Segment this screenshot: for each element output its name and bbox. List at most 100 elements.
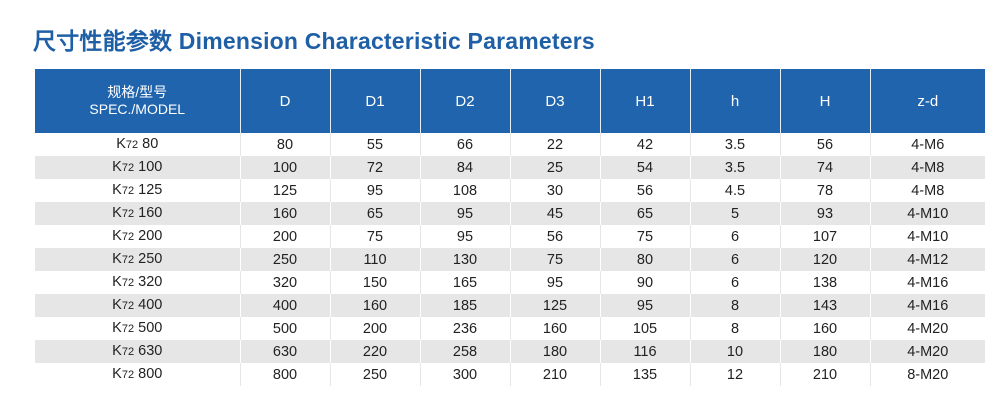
model-prefix: K	[112, 251, 122, 267]
cell-h1: 95	[599, 294, 690, 317]
model-number: 100	[138, 159, 163, 175]
cell-d2: 300	[419, 363, 510, 386]
model-cell: K72 80	[35, 133, 240, 156]
cell-d1: 150	[329, 271, 420, 294]
header-h: H	[779, 69, 870, 133]
model-number: 320	[138, 274, 163, 290]
cell-h-small: 6	[689, 271, 780, 294]
model-subscript: 72	[121, 208, 135, 220]
model-cell: K72 800	[35, 363, 240, 386]
cell-h: 143	[779, 294, 870, 317]
cell-h: 56	[779, 133, 870, 156]
model-cell: K72 400	[35, 294, 240, 317]
cell-h: 93	[779, 202, 870, 225]
cell-d3: 30	[509, 179, 600, 202]
model-cell: K72 630	[35, 340, 240, 363]
cell-d: 100	[239, 156, 330, 179]
cell-d: 125	[239, 179, 330, 202]
cell-h-small: 6	[689, 225, 780, 248]
cell-d3: 160	[509, 317, 600, 340]
table-row: K72 250 250 110 130 75 80 6 120 4-M12	[35, 248, 985, 271]
cell-d1: 95	[329, 179, 420, 202]
table-row: K72 125 125 95 108 30 56 4.5 78 4-M8	[35, 179, 985, 202]
cell-d3: 180	[509, 340, 600, 363]
table-row: K72 500 500 200 236 160 105 8 160 4-M20	[35, 317, 985, 340]
cell-h: 107	[779, 225, 870, 248]
model-number: 80	[142, 136, 159, 152]
header-d1: D1	[329, 69, 420, 133]
model-cell: K72 125	[35, 179, 240, 202]
cell-h: 180	[779, 340, 870, 363]
cell-h1: 65	[599, 202, 690, 225]
cell-d2: 95	[419, 202, 510, 225]
table-row: K72 200 200 75 95 56 75 6 107 4-M10	[35, 225, 985, 248]
cell-d2: 95	[419, 225, 510, 248]
header-h-small: h	[689, 69, 780, 133]
model-number: 160	[138, 205, 163, 221]
model-cell: K72 100	[35, 156, 240, 179]
cell-d1: 160	[329, 294, 420, 317]
cell-h1: 54	[599, 156, 690, 179]
cell-z-d: 4-M10	[869, 225, 985, 248]
model-prefix: K	[112, 205, 122, 221]
cell-h-small: 8	[689, 317, 780, 340]
cell-d2: 236	[419, 317, 510, 340]
cell-d2: 185	[419, 294, 510, 317]
parameters-table: 规格/型号 SPEC./MODEL D D1 D2 D3 H1 h H z-d …	[35, 69, 985, 386]
cell-z-d: 4-M8	[869, 156, 985, 179]
model-cell: K72 160	[35, 202, 240, 225]
cell-d: 320	[239, 271, 330, 294]
cell-d: 160	[239, 202, 330, 225]
cell-z-d: 4-M10	[869, 202, 985, 225]
cell-h-small: 8	[689, 294, 780, 317]
cell-d2: 108	[419, 179, 510, 202]
table-row: K72 160 160 65 95 45 65 5 93 4-M10	[35, 202, 985, 225]
cell-d3: 210	[509, 363, 600, 386]
header-h1: H1	[599, 69, 690, 133]
cell-h: 74	[779, 156, 870, 179]
cell-z-d: 4-M20	[869, 317, 985, 340]
cell-d2: 165	[419, 271, 510, 294]
header-d3: D3	[509, 69, 600, 133]
cell-h1: 90	[599, 271, 690, 294]
cell-h1: 56	[599, 179, 690, 202]
cell-d1: 72	[329, 156, 420, 179]
cell-z-d: 8-M20	[869, 363, 985, 386]
cell-d: 400	[239, 294, 330, 317]
cell-d: 630	[239, 340, 330, 363]
model-prefix: K	[112, 274, 122, 290]
cell-d3: 95	[509, 271, 600, 294]
cell-h1: 75	[599, 225, 690, 248]
header-d2: D2	[419, 69, 510, 133]
model-prefix: K	[116, 136, 126, 152]
model-subscript: 72	[121, 346, 135, 358]
model-cell: K72 500	[35, 317, 240, 340]
model-number: 250	[138, 251, 163, 267]
cell-z-d: 4-M20	[869, 340, 985, 363]
cell-z-d: 4-M16	[869, 271, 985, 294]
table-row: K72 80 80 55 66 22 42 3.5 56 4-M6	[35, 133, 985, 156]
model-prefix: K	[112, 343, 122, 359]
cell-h-small: 3.5	[689, 156, 780, 179]
cell-h1: 105	[599, 317, 690, 340]
model-number: 630	[138, 343, 163, 359]
model-number: 500	[138, 320, 163, 336]
cell-d1: 250	[329, 363, 420, 386]
cell-h-small: 5	[689, 202, 780, 225]
cell-h: 210	[779, 363, 870, 386]
cell-d2: 130	[419, 248, 510, 271]
cell-d: 800	[239, 363, 330, 386]
model-cell: K72 200	[35, 225, 240, 248]
model-subscript: 72	[121, 162, 135, 174]
cell-h: 138	[779, 271, 870, 294]
table-row: K72 400 400 160 185 125 95 8 143 4-M16	[35, 294, 985, 317]
cell-d: 500	[239, 317, 330, 340]
cell-h1: 42	[599, 133, 690, 156]
table-row: K72 800 800 250 300 210 135 12 210 8-M20	[35, 363, 985, 386]
table-row: K72 320 320 150 165 95 90 6 138 4-M16	[35, 271, 985, 294]
model-prefix: K	[112, 297, 122, 313]
table-row: K72 630 630 220 258 180 116 10 180 4-M20	[35, 340, 985, 363]
cell-z-d: 4-M8	[869, 179, 985, 202]
cell-d1: 75	[329, 225, 420, 248]
model-prefix: K	[112, 366, 122, 382]
